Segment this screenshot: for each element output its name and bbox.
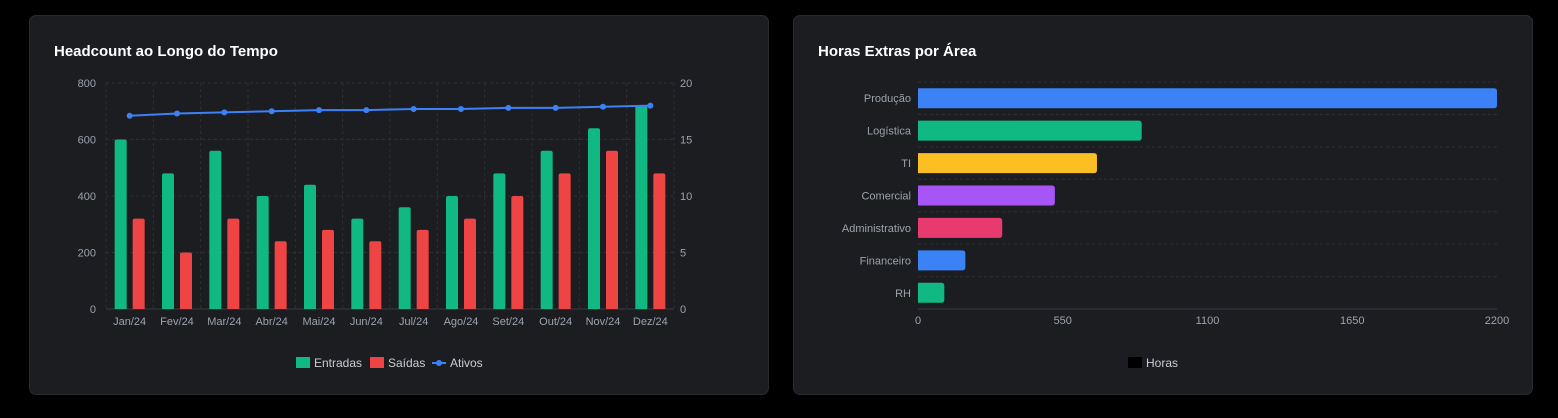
bar-saidas: [464, 218, 476, 309]
y-right-tick-label: 0: [680, 304, 686, 316]
bar-saidas: [227, 218, 240, 309]
x-tick-label: 0: [915, 315, 921, 327]
x-tick-label: 1650: [1340, 315, 1364, 327]
bar-saidas: [132, 218, 145, 309]
x-tick-label: Mai/24: [302, 316, 335, 328]
x-tick-label: Jul/24: [399, 316, 428, 328]
bar-horas: [918, 282, 945, 303]
bar-saidas: [416, 229, 429, 309]
bar-entradas: [398, 207, 411, 309]
x-tick-label: Ago/24: [444, 316, 479, 328]
y-tick-label: TI: [901, 158, 911, 170]
y-right-tick-label: 10: [680, 191, 692, 203]
headcount-chart: 0 200 400 600 800 0 5 10 15 20 Jan/24 Fev/24 Mar/24 A…: [78, 78, 693, 370]
bar-saidas: [558, 173, 571, 309]
x-tick-label: Out/24: [539, 316, 572, 328]
y-left-tick-label: 200: [78, 248, 96, 260]
y-left-tick-label: 800: [78, 78, 96, 90]
point-ativos: [174, 110, 180, 117]
overtime-chart-card: Horas Extras por Área 0 550 1100 1650 2200 Pr…: [793, 15, 1533, 395]
bar-saidas: [322, 229, 334, 309]
y-left-tick-label: 600: [78, 135, 96, 147]
legend-label-ativos: Ativos: [450, 356, 483, 370]
bar-entradas: [635, 105, 648, 309]
point-ativos: [268, 108, 275, 115]
y-left-tick-label: 0: [90, 304, 96, 316]
point-ativos: [316, 107, 322, 114]
bar-entradas: [114, 139, 127, 309]
x-tick-label: Mar/24: [207, 316, 241, 328]
headcount-chart-card: Headcount ao Longo do Tempo 0 200 400 600 80…: [29, 15, 769, 395]
x-tick-label: Jun/24: [350, 316, 383, 328]
point-ativos: [458, 105, 464, 112]
overtime-chart-title: Horas Extras por Área: [818, 43, 977, 60]
bar-saidas: [274, 241, 287, 309]
x-tick-label: Jan/24: [113, 316, 146, 328]
y-tick-label: Comercial: [861, 191, 911, 203]
point-ativos: [647, 102, 654, 109]
x-tick-label: 550: [1054, 315, 1072, 327]
bar-saidas: [369, 241, 382, 309]
bar-saidas: [653, 173, 666, 309]
bar-entradas: [588, 128, 600, 309]
x-tick-label: Fev/24: [160, 316, 194, 328]
bar-horas: [918, 88, 1497, 109]
point-ativos: [410, 105, 417, 112]
x-tick-label: Dez/24: [633, 316, 668, 328]
bar-saidas: [511, 196, 524, 309]
bar-entradas: [446, 196, 458, 309]
bar-entradas: [304, 184, 316, 309]
x-tick-label: Nov/24: [586, 316, 621, 328]
y-tick-label: RH: [895, 288, 911, 300]
bar-entradas: [540, 150, 553, 309]
y-left-tick-label: 400: [78, 191, 96, 203]
bar-entradas: [256, 196, 269, 309]
bar-horas: [918, 250, 966, 271]
point-ativos: [552, 104, 559, 111]
point-ativos: [505, 104, 512, 111]
x-tick-label: 1100: [1196, 315, 1220, 327]
point-ativos: [363, 107, 370, 114]
point-ativos: [600, 103, 606, 110]
overtime-chart: 0 550 1100 1650 2200 Produção Logística TI Comer…: [842, 81, 1509, 370]
bar-horas: [918, 153, 1097, 174]
x-tick-label: Set/24: [492, 316, 524, 328]
bar-horas: [918, 185, 1055, 206]
bar-horas: [918, 120, 1142, 141]
bar-saidas: [180, 252, 192, 309]
legend-label-entradas: Entradas: [314, 356, 362, 370]
y-tick-label: Produção: [864, 93, 911, 105]
legend-marker-ativos: [436, 360, 442, 366]
x-tick-label: Abr/24: [255, 316, 287, 328]
bar-entradas: [351, 218, 364, 309]
legend-swatch-entradas: [296, 357, 310, 368]
point-ativos: [126, 112, 133, 119]
y-tick-label: Administrativo: [842, 223, 911, 235]
line-ativos: [129, 104, 651, 117]
y-right-tick-label: 20: [680, 78, 692, 90]
legend-swatch-horas: [1128, 357, 1142, 368]
x-tick-label: 2200: [1485, 315, 1509, 327]
bar-entradas: [162, 173, 174, 309]
bar-saidas: [606, 150, 618, 309]
y-tick-label: Logística: [867, 126, 912, 138]
y-right-tick-label: 15: [680, 135, 692, 147]
y-right-tick-label: 5: [680, 248, 686, 260]
legend-label-saidas: Saídas: [388, 356, 425, 370]
bar-horas: [918, 217, 1003, 238]
y-tick-label: Financeiro: [860, 255, 911, 267]
bar-entradas: [209, 150, 222, 309]
headcount-chart-title: Headcount ao Longo do Tempo: [54, 43, 278, 60]
legend-label-horas: Horas: [1146, 356, 1178, 370]
bar-entradas: [493, 173, 506, 309]
point-ativos: [221, 109, 228, 116]
legend-swatch-saidas: [370, 357, 384, 368]
